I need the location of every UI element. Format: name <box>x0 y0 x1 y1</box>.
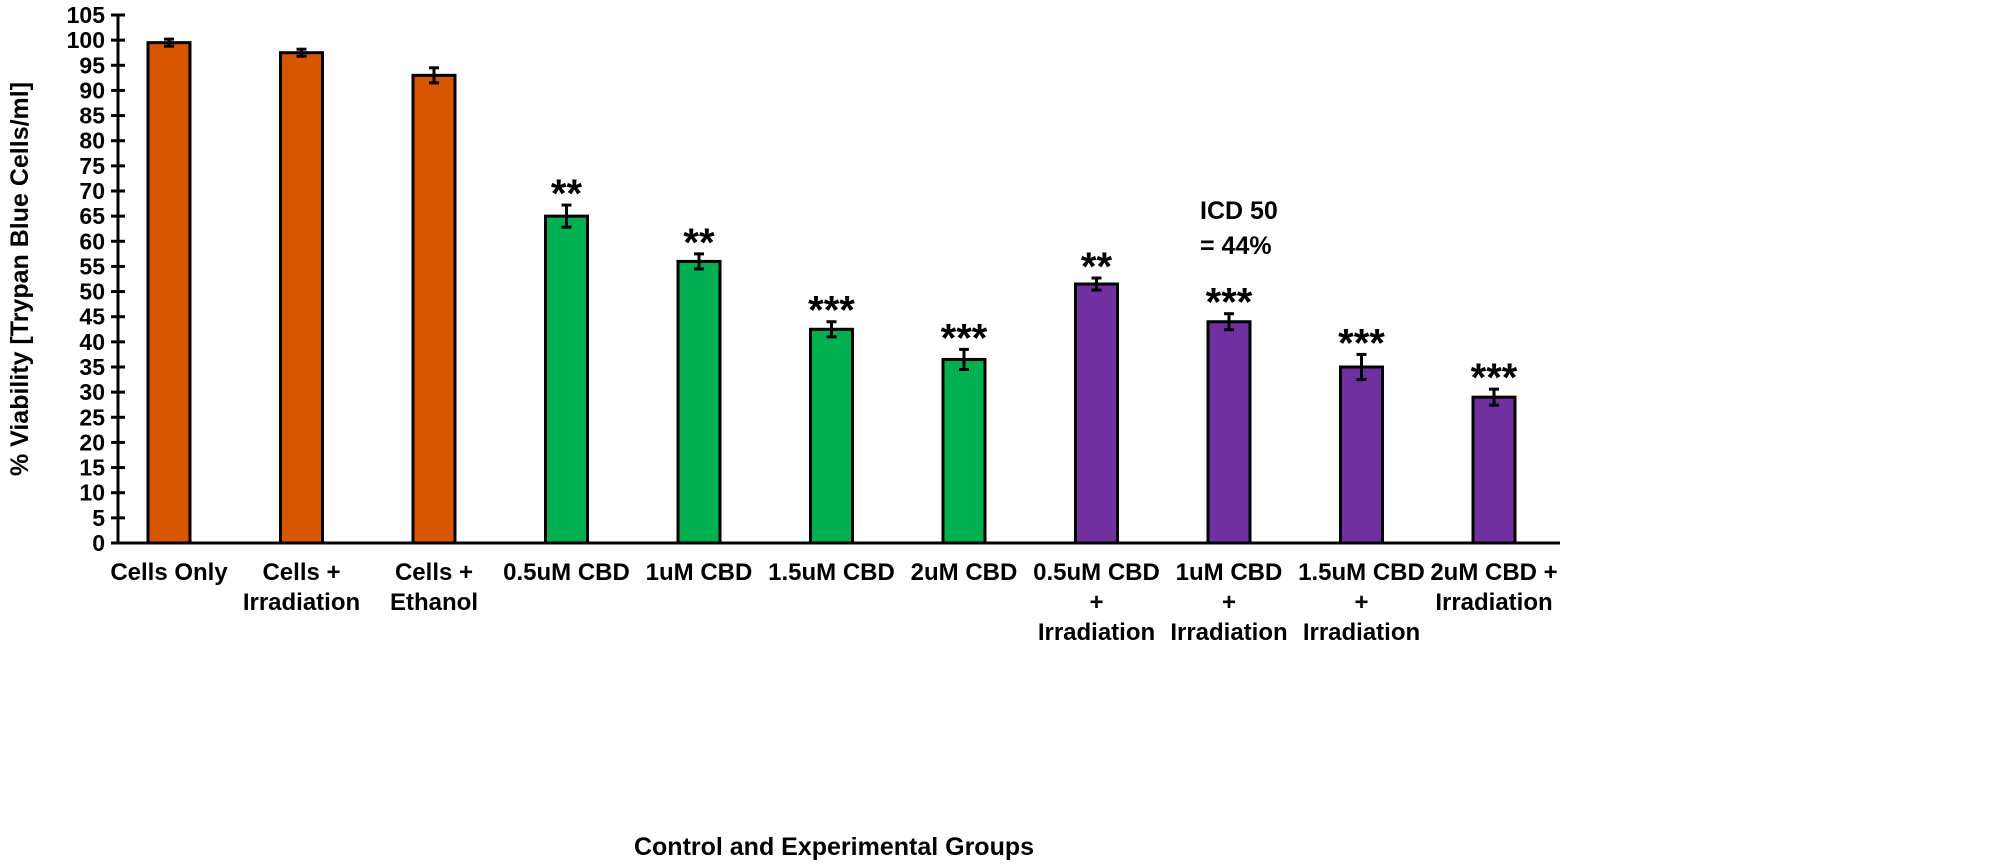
annotation-line-2: = 44% <box>1200 232 1272 260</box>
x-tick-label: 0.5uM CBD <box>1033 559 1160 586</box>
y-tick-label: 50 <box>79 279 105 305</box>
y-tick-label: 105 <box>67 2 106 28</box>
y-tick-label: 80 <box>79 128 105 154</box>
error-bar <box>1356 352 1367 382</box>
significance-marker: *** <box>941 316 988 360</box>
y-tick-label: 85 <box>79 103 105 129</box>
x-tick-label: Irradiation <box>1170 619 1287 646</box>
x-tick-label: 1.5uM CBD <box>1298 559 1425 586</box>
y-tick-label: 40 <box>79 329 105 355</box>
error-bar <box>959 347 969 372</box>
y-tick-label: 55 <box>79 253 105 279</box>
significance-marker: *** <box>1471 356 1518 400</box>
y-tick-label: 25 <box>79 404 105 430</box>
error-bar <box>1091 276 1102 292</box>
x-tick-label: + <box>1354 589 1368 616</box>
significance-marker: *** <box>1338 321 1385 365</box>
bar <box>279 51 324 545</box>
y-tick-label: 95 <box>79 52 105 78</box>
bar <box>544 214 589 545</box>
y-tick-label: 90 <box>79 77 105 103</box>
error-bar <box>694 252 704 271</box>
y-tick-label: 70 <box>79 178 105 204</box>
bar <box>146 41 192 545</box>
x-tick-label: 1uM CBD <box>646 559 753 586</box>
error-bar <box>1489 387 1499 407</box>
y-tick-label: 60 <box>79 228 105 254</box>
x-tick-label: 0.5uM CBD <box>503 559 630 586</box>
y-tick-label: 65 <box>79 203 105 229</box>
bar <box>809 327 854 545</box>
x-tick-label: Cells + <box>395 559 473 586</box>
significance-marker: ** <box>683 221 715 265</box>
y-tick-label: 75 <box>79 153 105 179</box>
bar <box>1471 395 1517 545</box>
y-tick-label: 20 <box>79 429 105 455</box>
x-tick-label: Irradiation <box>1303 619 1420 646</box>
y-tick-label: 45 <box>79 304 105 330</box>
error-bar <box>561 203 572 229</box>
x-tick-label: Irradiation <box>243 589 360 616</box>
x-tick-label: + <box>1222 589 1236 616</box>
annotation-line-1: ICD 50 <box>1200 197 1278 225</box>
bar <box>411 73 457 545</box>
y-tick-label: 30 <box>79 379 105 405</box>
error-bar <box>1224 312 1234 332</box>
x-tick-label: 2uM CBD + <box>1430 559 1557 586</box>
y-tick-label: 35 <box>79 354 105 380</box>
bar <box>1339 365 1384 545</box>
x-tick-label: 1.5uM CBD <box>768 559 895 586</box>
error-bar <box>296 47 307 58</box>
bar <box>676 259 722 545</box>
x-tick-label: + <box>1089 589 1103 616</box>
error-bar <box>429 66 439 85</box>
y-tick-label: 100 <box>67 27 105 53</box>
y-tick-label: 15 <box>79 455 105 481</box>
x-axis-label: Control and Experimental Groups <box>634 833 1034 861</box>
x-tick-label: Irradiation <box>1435 589 1552 616</box>
significance-marker: *** <box>1206 281 1253 325</box>
x-tick-label: 1uM CBD <box>1176 559 1283 586</box>
x-tick-label: Cells + <box>262 559 340 586</box>
y-tick-label: 5 <box>92 505 105 531</box>
x-tick-label: Cells Only <box>110 559 228 586</box>
bar <box>941 357 987 545</box>
bar <box>1074 282 1119 545</box>
y-axis-label: % Viability [Trypan Blue Cells/ml] <box>6 82 34 476</box>
x-tick-label: 2uM CBD <box>911 559 1018 586</box>
y-tick-label: 10 <box>79 480 105 506</box>
x-tick-label: Ethanol <box>390 589 478 616</box>
significance-marker: *** <box>808 289 855 333</box>
error-bar <box>164 37 174 48</box>
error-bar <box>826 320 837 339</box>
y-tick-label: 0 <box>92 530 105 556</box>
significance-marker: ** <box>1081 245 1113 289</box>
x-tick-label: Irradiation <box>1038 619 1155 646</box>
significance-marker: ** <box>551 172 583 216</box>
bar <box>1206 320 1252 545</box>
